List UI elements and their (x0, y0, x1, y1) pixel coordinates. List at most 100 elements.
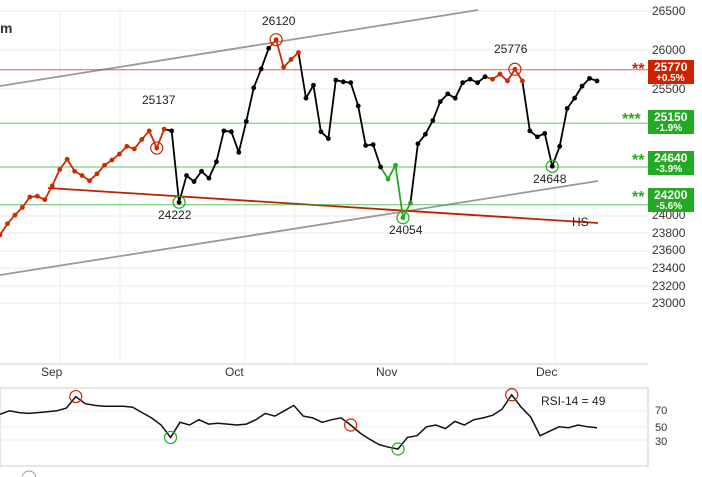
chart-title-fragment: m (0, 20, 12, 36)
price-point (311, 82, 316, 88)
price-axis: 26500 26000 25500 24000 23800 23600 2340… (652, 4, 686, 310)
price-point (318, 129, 324, 135)
pivot-markers (150, 33, 559, 225)
level-badge-24640: ** 24640 -3.9% (632, 151, 694, 175)
annotation-low-24054: 24054 (389, 223, 423, 237)
price-point (348, 80, 354, 86)
pivot-marker-icon (508, 62, 522, 76)
price-point (363, 143, 369, 148)
level-badge-25150: *** 25150 -1.9% (622, 110, 694, 134)
price-segment (409, 143, 419, 204)
rsi-markers (69, 388, 519, 456)
level-change: -5.6% (656, 201, 682, 212)
level-badges: ** 25770 +0.5% *** 25150 -1.9% ** 24640 … (622, 60, 694, 212)
lower-channel-line (0, 180, 599, 276)
rsi-marker-icon (391, 442, 405, 456)
price-point (557, 143, 563, 149)
level-change: +0.5% (656, 73, 685, 84)
price-point (266, 45, 272, 51)
price-point (370, 142, 376, 148)
level-change: -3.9% (656, 164, 682, 175)
price-segment (170, 130, 180, 203)
price-segment (327, 79, 337, 139)
price-tick-23600: 23600 (652, 243, 686, 257)
price-point (27, 194, 33, 200)
price-point (206, 175, 212, 181)
level-stars: ** (632, 189, 645, 206)
trendlines (0, 9, 599, 276)
price-segment (402, 202, 412, 219)
price-segment (148, 130, 158, 149)
price-point (340, 79, 346, 85)
head-shoulders-neckline (47, 187, 599, 224)
price-segment (245, 87, 255, 122)
price-segment (558, 108, 569, 147)
price-points (0, 37, 600, 238)
rsi-marker-icon (505, 388, 519, 402)
price-tick-23800: 23800 (652, 226, 686, 240)
upper-channel-line (0, 9, 479, 87)
price-segment (260, 47, 270, 70)
price-point (527, 128, 533, 134)
price-point (49, 183, 55, 189)
rsi-series (0, 393, 598, 450)
pivot-marker-icon (269, 33, 283, 47)
price-segment (252, 68, 263, 89)
annotation-low-24222: 24222 (158, 208, 192, 222)
price-point (460, 80, 466, 86)
price-point (176, 199, 182, 205)
price-point (221, 128, 227, 134)
price-point (393, 162, 398, 168)
price-point (57, 167, 63, 172)
level-badge-24200: ** 24200 -5.6% (632, 188, 694, 212)
price-segment (275, 39, 285, 68)
price-segment (230, 131, 240, 153)
price-segment (208, 161, 218, 179)
month-axis: Sep Oct Nov Dec (41, 365, 557, 379)
price-point (505, 78, 510, 84)
level-value: 24200 (654, 188, 688, 202)
chart-gridlines (0, 10, 648, 364)
price-segment (178, 175, 188, 203)
price-point (0, 232, 3, 238)
price-point (437, 99, 443, 104)
rsi-marker-icon (69, 389, 83, 404)
price-segment (43, 185, 54, 201)
price-segment (394, 165, 404, 218)
month-label-oct: Oct (225, 365, 244, 379)
month-label-nov: Nov (376, 365, 397, 379)
price-point (296, 50, 301, 55)
price-point (422, 131, 428, 137)
price-point (385, 176, 391, 182)
price-segment (372, 144, 382, 168)
price-series (0, 39, 598, 236)
price-point (475, 80, 480, 86)
pivot-marker-icon (150, 141, 164, 155)
price-point (236, 149, 242, 155)
price-segment (305, 84, 315, 99)
price-point (534, 134, 540, 140)
price-point (139, 137, 145, 142)
price-point (228, 129, 234, 135)
price-point (333, 77, 339, 83)
annotation-low-24648: 24648 (533, 172, 567, 186)
price-tick-23000: 23000 (652, 296, 686, 310)
level-change: -1.9% (656, 123, 682, 134)
price-point (355, 103, 361, 109)
pivot-marker-icon (172, 195, 186, 209)
level-stars: ** (632, 152, 645, 169)
pivot-marker-icon (545, 159, 559, 173)
price-point (251, 85, 257, 91)
price-point (519, 78, 525, 84)
price-tick-23400: 23400 (652, 261, 686, 275)
price-point (452, 95, 458, 101)
month-label-sep: Sep (41, 365, 63, 379)
pivot-annotations: 26120 25776 25137 24222 24054 24648 HS (142, 14, 589, 237)
price-segment (155, 128, 166, 149)
price-segment (454, 82, 464, 99)
rsi-tick-30: 30 (655, 436, 667, 448)
price-point (378, 164, 383, 170)
price-point (199, 168, 204, 174)
price-point (154, 145, 160, 151)
price-tick-25500: 25500 (652, 82, 686, 96)
